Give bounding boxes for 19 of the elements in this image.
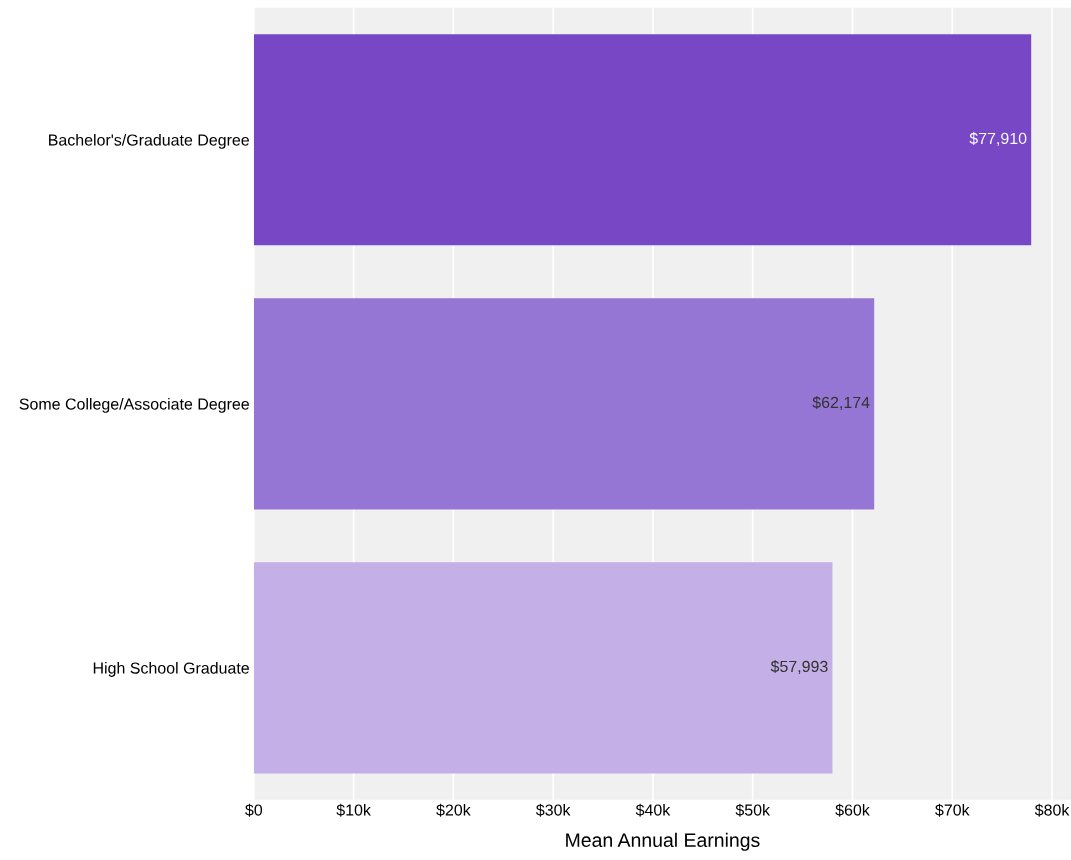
x-tick-label: $0 [245, 803, 263, 817]
x-tick-label: $30k [536, 803, 571, 817]
bar [253, 34, 1032, 246]
x-tick-label: $60k [835, 803, 870, 817]
data-label: $77,910 [969, 132, 1027, 146]
y-tick-label: Some College/Associate Degree [19, 397, 249, 413]
x-tick-label: $70k [935, 803, 970, 817]
data-label: $57,993 [770, 660, 828, 674]
bar [253, 562, 833, 774]
x-axis-title: Mean Annual Earnings [566, 832, 760, 851]
x-tick-label: $80k [1034, 803, 1070, 817]
x-tick-label: $40k [635, 803, 671, 817]
x-tick-label: $10k [336, 803, 371, 817]
y-tick-label: High School Graduate [93, 662, 249, 677]
y-tick-label: Bachelor's/Graduate Degree [49, 133, 249, 149]
bar [253, 298, 875, 510]
x-tick-label: $50k [735, 803, 771, 817]
data-label: $62,174 [812, 396, 870, 410]
x-tick-label: $20k [436, 803, 471, 817]
